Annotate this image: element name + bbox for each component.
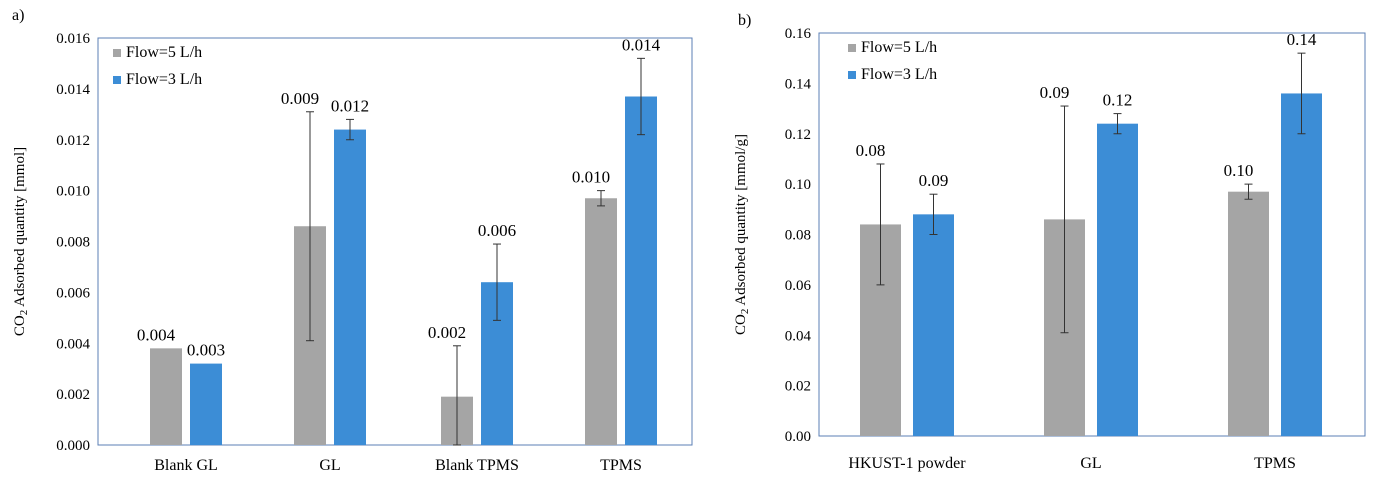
y-axis-label: CO2 Adsorbed quantity [mmol/g]: [733, 134, 751, 335]
data-label: 0.003: [187, 341, 225, 360]
y-tick-label: 0.04: [785, 328, 812, 344]
category-label: HKUST-1 powder: [848, 455, 966, 472]
legend-label: Flow=5 L/h: [126, 44, 202, 61]
category-label: TPMS: [1254, 455, 1296, 472]
y-tick-label: 0.010: [56, 184, 90, 200]
legend-label: Flow=3 L/h: [861, 66, 937, 83]
data-label: 0.004: [137, 325, 176, 344]
y-tick-label: 0.006: [56, 285, 90, 301]
legend-swatch: [113, 49, 121, 57]
y-tick-label: 0.16: [785, 26, 812, 42]
category-label: GL: [1080, 455, 1101, 472]
data-label: 0.08: [856, 141, 886, 160]
y-tick-label: 0.02: [785, 379, 811, 395]
legend-swatch: [848, 71, 856, 79]
data-label: 0.014: [622, 35, 661, 54]
bar-flow3: [334, 129, 366, 445]
legend-label: Flow=3 L/h: [126, 71, 202, 88]
bar-flow3: [625, 96, 657, 445]
plot-frame: [818, 32, 1366, 437]
category-label: GL: [319, 457, 340, 474]
bar-flow3: [913, 214, 954, 436]
data-label: 0.14: [1287, 30, 1317, 49]
bar-flow3: [1097, 123, 1138, 437]
category-label: TPMS: [600, 457, 642, 474]
y-tick-label: 0.012: [56, 133, 90, 149]
y-axis-label: CO2 Adsorbed quantity [mmol]: [12, 147, 30, 336]
y-tick-label: 0.002: [56, 387, 90, 403]
legend-swatch: [848, 44, 856, 52]
bar-flow3: [1281, 93, 1322, 436]
y-tick-label: 0.014: [56, 82, 90, 98]
chart-panel-b: 0.00 0.02 0.04 0.06 0.08 0.10 0.12 0.14 0.16 CO2 …: [733, 12, 1366, 472]
data-label: 0.10: [1224, 161, 1254, 180]
data-label: 0.010: [572, 168, 610, 187]
panel-label: a): [12, 7, 24, 24]
data-label: 0.002: [428, 323, 466, 342]
chart-panel-a: 0.000 0.002 0.004 0.006 0.008 0.010 0.012 0.014…: [12, 7, 693, 474]
legend-label: Flow=5 L/h: [861, 39, 937, 56]
bar-flow5: [585, 198, 617, 445]
y-tick-label: 0.000: [56, 438, 90, 454]
legend-swatch: [113, 76, 121, 84]
data-label: 0.12: [1103, 91, 1133, 110]
data-label: 0.012: [331, 96, 369, 115]
y-tick-label: 0.008: [56, 235, 90, 251]
category-label: Blank TPMS: [435, 457, 519, 474]
y-tick-label: 0.004: [56, 336, 90, 352]
y-tick-label: 0.12: [785, 127, 811, 143]
bar-flow5: [150, 348, 182, 445]
category-label: Blank GL: [154, 457, 218, 474]
data-label: 0.09: [1040, 83, 1070, 102]
data-label: 0.009: [281, 89, 319, 108]
bar-flow3: [190, 363, 222, 445]
y-tick-label: 0.00: [785, 429, 811, 445]
y-tick-label: 0.14: [785, 76, 812, 92]
y-tick-label: 0.10: [785, 177, 811, 193]
data-label: 0.09: [919, 171, 949, 190]
data-label: 0.006: [478, 221, 516, 240]
panel-label: b): [738, 12, 751, 29]
bar-flow5: [1228, 191, 1269, 436]
y-tick-label: 0.016: [56, 31, 90, 47]
plot-frame: [97, 37, 693, 446]
y-tick-label: 0.08: [785, 228, 811, 244]
y-tick-label: 0.06: [785, 278, 812, 294]
